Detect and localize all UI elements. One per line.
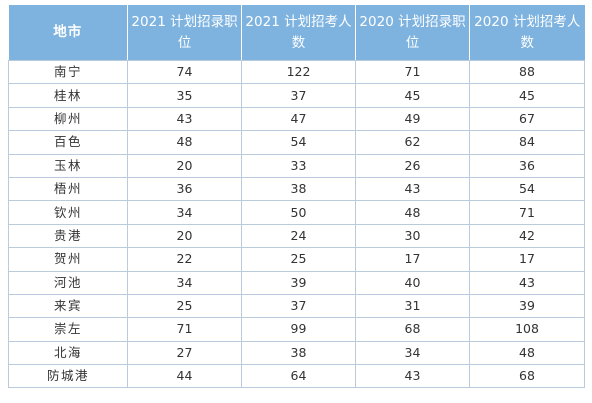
recruits-2020-cell: 84 — [469, 130, 585, 155]
positions-2021-cell: 35 — [127, 83, 242, 108]
recruits-2020-cell: 17 — [469, 247, 585, 272]
positions-2020-cell: 43 — [355, 364, 470, 389]
positions-2020-cell: 34 — [355, 340, 470, 366]
table-row: 桂林 35 37 45 45 — [8, 83, 585, 108]
recruits-2021-cell: 54 — [241, 130, 356, 155]
positions-2020-cell: 40 — [355, 270, 470, 295]
recruits-2021-cell: 33 — [241, 153, 356, 178]
recruits-2021-cell: 24 — [241, 223, 356, 249]
city-cell: 梧州 — [8, 176, 128, 202]
positions-2021-cell: 22 — [127, 247, 242, 272]
positions-2020-cell: 62 — [355, 130, 470, 155]
recruits-2021-cell: 37 — [241, 293, 356, 319]
positions-2020-cell: 31 — [355, 293, 470, 319]
table-row: 梧州 36 38 43 54 — [8, 176, 585, 202]
recruits-2020-cell: 54 — [469, 176, 585, 202]
city-cell: 桂林 — [8, 83, 128, 108]
table-row: 贺州 22 25 17 17 — [8, 247, 585, 272]
recruits-2020-cell: 88 — [469, 59, 585, 85]
table-row: 柳州 43 47 49 67 — [8, 106, 585, 132]
recruits-2020-cell: 48 — [469, 340, 585, 366]
city-cell: 防城港 — [8, 364, 128, 389]
table-row: 南宁 74 122 71 88 — [8, 59, 585, 85]
positions-2021-cell: 71 — [127, 317, 242, 342]
recruits-2021-cell: 50 — [241, 200, 356, 225]
city-cell: 贺州 — [8, 247, 128, 272]
positions-2021-cell: 20 — [127, 153, 242, 178]
positions-2021-cell: 27 — [127, 340, 242, 366]
positions-2020-cell: 71 — [355, 59, 470, 85]
recruits-2020-cell: 42 — [469, 223, 585, 249]
header-row: 地市 2021 计划招录职位 2021 计划招考人数 2020 计划招录职位 2… — [8, 5, 585, 61]
recruits-2020-cell: 39 — [469, 293, 585, 319]
positions-2021-cell: 34 — [127, 270, 242, 295]
recruits-2021-cell: 99 — [241, 317, 356, 342]
recruits-2020-cell: 45 — [469, 83, 585, 108]
recruits-2020-cell: 67 — [469, 106, 585, 132]
recruits-2021-cell: 122 — [241, 59, 356, 85]
positions-2020-cell: 49 — [355, 106, 470, 132]
positions-2020-cell: 43 — [355, 176, 470, 202]
column-header-2020-positions: 2020 计划招录职位 — [355, 5, 470, 61]
city-cell: 来宾 — [8, 293, 128, 319]
recruits-2021-cell: 38 — [241, 340, 356, 366]
table-row: 玉林 20 33 26 36 — [8, 153, 585, 178]
positions-2021-cell: 36 — [127, 176, 242, 202]
column-header-2021-positions: 2021 计划招录职位 — [127, 5, 242, 61]
recruits-2021-cell: 64 — [241, 364, 356, 389]
positions-2021-cell: 48 — [127, 130, 242, 155]
positions-2020-cell: 30 — [355, 223, 470, 249]
table-row: 北海 27 38 34 48 — [8, 340, 585, 366]
recruits-2021-cell: 25 — [241, 247, 356, 272]
column-header-city: 地市 — [8, 5, 128, 61]
city-cell: 贵港 — [8, 223, 128, 249]
table-row: 崇左 71 99 68 108 — [8, 317, 585, 342]
positions-2020-cell: 17 — [355, 247, 470, 272]
recruits-2020-cell: 68 — [469, 364, 585, 389]
city-cell: 钦州 — [8, 200, 128, 225]
table-row: 贵港 20 24 30 42 — [8, 223, 585, 249]
recruits-2020-cell: 71 — [469, 200, 585, 225]
positions-2021-cell: 74 — [127, 59, 242, 85]
recruits-2021-cell: 39 — [241, 270, 356, 295]
recruits-2020-cell: 43 — [469, 270, 585, 295]
city-cell: 柳州 — [8, 106, 128, 132]
table-row: 钦州 34 50 48 71 — [8, 200, 585, 225]
recruits-2021-cell: 37 — [241, 83, 356, 108]
city-cell: 玉林 — [8, 153, 128, 178]
positions-2021-cell: 34 — [127, 200, 242, 225]
column-header-2021-recruits: 2021 计划招考人数 — [241, 5, 356, 61]
table-body: 南宁 74 122 71 88 桂林 35 37 45 45 柳州 43 47 49 67 百色 48 54 62 8… — [8, 59, 585, 389]
positions-2020-cell: 68 — [355, 317, 470, 342]
table-row: 防城港 44 64 43 68 — [8, 364, 585, 389]
city-cell: 北海 — [8, 340, 128, 366]
recruits-2021-cell: 38 — [241, 176, 356, 202]
positions-2021-cell: 20 — [127, 223, 242, 249]
table-row: 来宾 25 37 31 39 — [8, 293, 585, 319]
recruits-2020-cell: 108 — [469, 317, 585, 342]
positions-2021-cell: 43 — [127, 106, 242, 132]
positions-2021-cell: 44 — [127, 364, 242, 389]
recruits-2021-cell: 47 — [241, 106, 356, 132]
city-cell: 崇左 — [8, 317, 128, 342]
recruits-2020-cell: 36 — [469, 153, 585, 178]
positions-2021-cell: 25 — [127, 293, 242, 319]
city-cell: 河池 — [8, 270, 128, 295]
positions-2020-cell: 45 — [355, 83, 470, 108]
table-header: 地市 2021 计划招录职位 2021 计划招考人数 2020 计划招录职位 2… — [8, 5, 585, 61]
city-cell: 南宁 — [8, 59, 128, 85]
city-cell: 百色 — [8, 130, 128, 155]
table-row: 河池 34 39 40 43 — [8, 270, 585, 295]
positions-2020-cell: 26 — [355, 153, 470, 178]
column-header-2020-recruits: 2020 计划招考人数 — [469, 5, 585, 61]
table-row: 百色 48 54 62 84 — [8, 130, 585, 155]
positions-2020-cell: 48 — [355, 200, 470, 225]
recruitment-table: 地市 2021 计划招录职位 2021 计划招考人数 2020 计划招录职位 2… — [8, 5, 585, 389]
